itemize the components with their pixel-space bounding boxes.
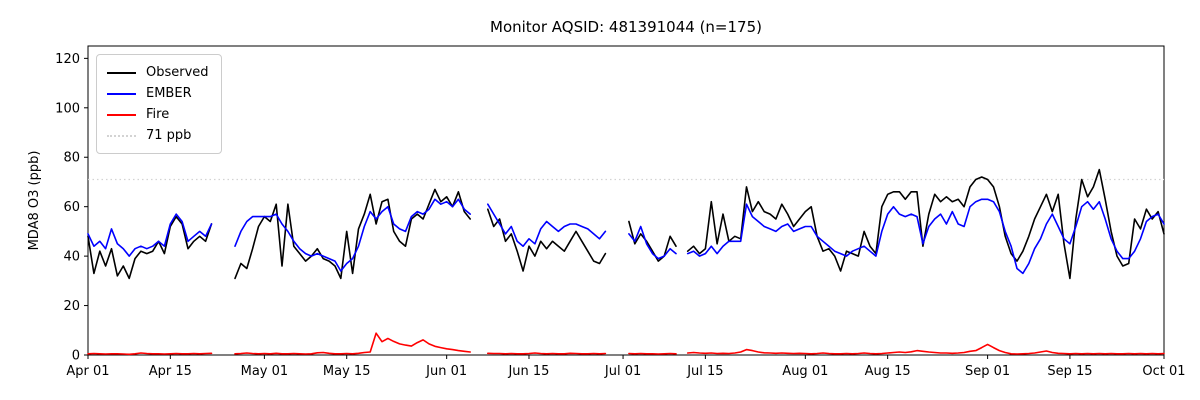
chart-title: Monitor AQSID: 481391044 (n=175): [490, 18, 762, 36]
y-tick-label: 40: [63, 250, 80, 265]
y-tick-label: 100: [55, 101, 80, 116]
legend-label-ember: EMBER: [146, 86, 192, 101]
x-tick-label: Jun 01: [425, 364, 467, 379]
ember-series-line: [87, 198, 1165, 275]
y-tick-label: 20: [63, 299, 80, 314]
observed-line-icon: [107, 71, 136, 74]
plot-frame: [87, 45, 1165, 356]
x-tick-label: Jun 15: [507, 364, 549, 379]
threshold-line-icon: [107, 134, 136, 137]
legend-item-threshold: 71 ppb: [107, 125, 209, 146]
legend-item-fire: Fire: [107, 104, 209, 125]
x-tick-label: Aug 15: [865, 364, 911, 379]
x-tick-label: May 15: [323, 364, 371, 379]
y-tick-label: 120: [55, 52, 80, 67]
x-tick-label: Apr 01: [66, 364, 109, 379]
x-tick-label: Jul 01: [604, 364, 641, 379]
y-tick-label: 80: [63, 151, 80, 166]
fire-line-icon: [107, 113, 136, 116]
x-tick-label: Apr 15: [149, 364, 192, 379]
legend-item-ember: EMBER: [107, 83, 209, 104]
x-tick-label: Sep 15: [1047, 364, 1092, 379]
fire-series-line: [87, 332, 1165, 356]
legend: Observed EMBER Fire 71 ppb: [96, 54, 222, 154]
y-axis-label: MDA8 O3 (ppb): [27, 151, 42, 251]
legend-label-fire: Fire: [146, 107, 170, 122]
observed-series-line: [87, 168, 1165, 280]
legend-label-threshold: 71 ppb: [146, 128, 192, 143]
y-tick-label: 0: [72, 349, 80, 364]
ember-line-icon: [107, 92, 136, 95]
legend-item-observed: Observed: [107, 62, 209, 83]
x-tick-label: May 01: [241, 364, 289, 379]
x-tick-label: Oct 01: [1142, 364, 1185, 379]
x-tick-label: Sep 01: [965, 364, 1010, 379]
y-tick-label: 60: [63, 200, 80, 215]
x-tick-label: Jul 15: [686, 364, 723, 379]
legend-label-observed: Observed: [146, 65, 209, 80]
x-tick-label: Aug 01: [782, 364, 828, 379]
